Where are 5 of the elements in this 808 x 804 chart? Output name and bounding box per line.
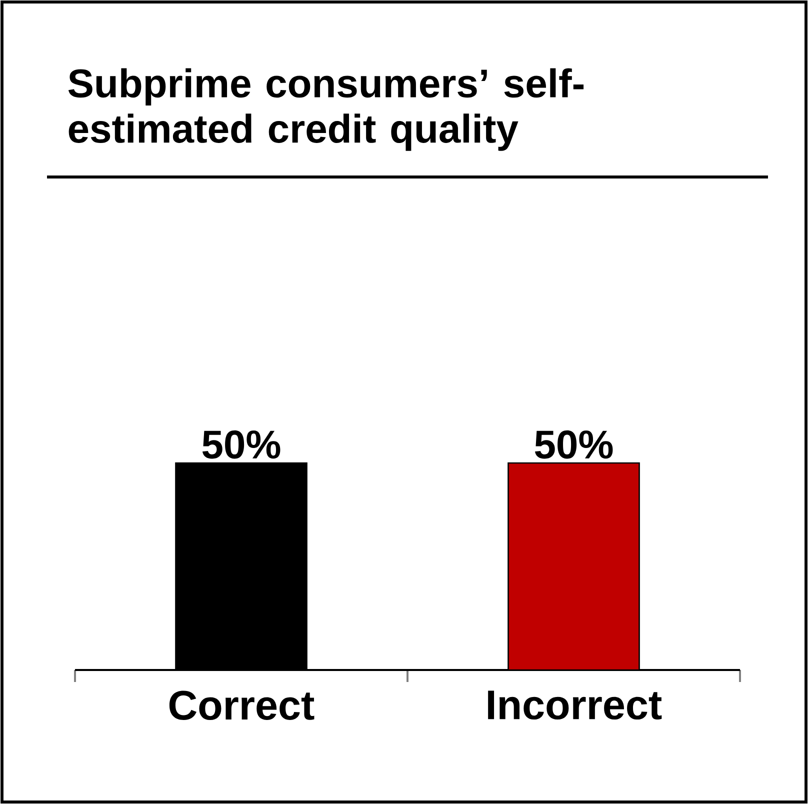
data-label: 50% bbox=[202, 430, 280, 459]
chart-title: Subprime consumers’ self-estimated credit quality bbox=[68, 68, 584, 151]
data-label: 50% bbox=[534, 430, 613, 459]
x-tick-label: Correct bbox=[169, 690, 314, 720]
x-tick-label: Incorrect bbox=[488, 690, 662, 720]
